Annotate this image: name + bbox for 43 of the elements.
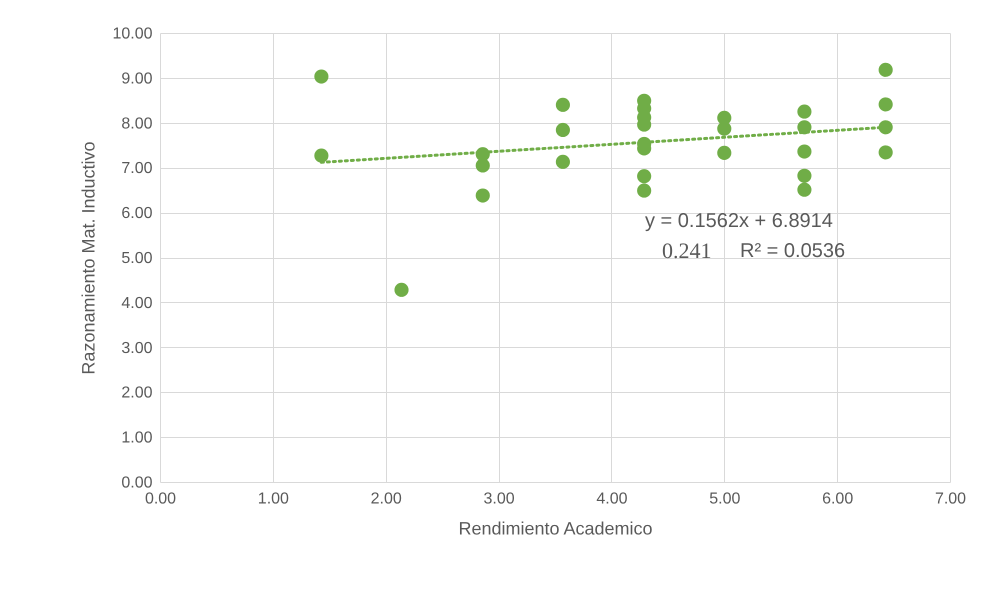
- y-tick-label: 7.00: [121, 160, 153, 178]
- point: [797, 104, 812, 119]
- annotation: y = 0.1562x + 6.8914: [645, 210, 833, 232]
- x-axis-title: Rendimiento Academico: [458, 518, 653, 538]
- point: [556, 154, 570, 169]
- point: [717, 122, 732, 136]
- y-tick-label: 5.00: [121, 250, 153, 267]
- y-tick-label: 4.00: [121, 294, 153, 312]
- point: [878, 97, 893, 112]
- point: [797, 182, 812, 197]
- point: [314, 69, 328, 84]
- y-axis-title: Razonamiento Mat. Inductivo: [78, 141, 98, 375]
- point: [394, 282, 409, 297]
- y-tick-label: 0.00: [121, 474, 153, 492]
- x-tick-label: 5.00: [709, 490, 740, 508]
- point: [637, 184, 652, 198]
- x-tick-label: 1.00: [258, 490, 290, 508]
- x-tick-label: 4.00: [596, 490, 628, 508]
- x-tick-label: 2.00: [370, 490, 402, 508]
- y-tick-label: 6.00: [121, 205, 153, 222]
- point: [476, 158, 490, 173]
- annotation: 0.241: [662, 238, 712, 263]
- point: [878, 62, 893, 77]
- x-tick-label: 0.00: [144, 490, 176, 508]
- y-tick-label: 2.00: [121, 384, 153, 402]
- y-tick-label: 10.00: [112, 26, 153, 42]
- point: [556, 98, 570, 112]
- y-tick-label: 3.00: [121, 340, 153, 357]
- point: [797, 168, 812, 183]
- x-tick-label: 7.00: [934, 490, 966, 508]
- x-tick-label: 3.00: [484, 490, 515, 508]
- point: [476, 188, 490, 203]
- point: [637, 169, 652, 184]
- point: [717, 146, 732, 160]
- annotation: R² = 0.0536: [740, 240, 846, 262]
- y-tick-label: 9.00: [121, 70, 153, 88]
- y-tick-label: 1.00: [121, 430, 153, 447]
- point: [314, 148, 328, 163]
- point: [878, 145, 893, 160]
- point: [556, 122, 570, 138]
- y-tick-label: 8.00: [121, 115, 153, 132]
- point: [797, 144, 812, 159]
- x-tick-label: 6.00: [822, 490, 854, 508]
